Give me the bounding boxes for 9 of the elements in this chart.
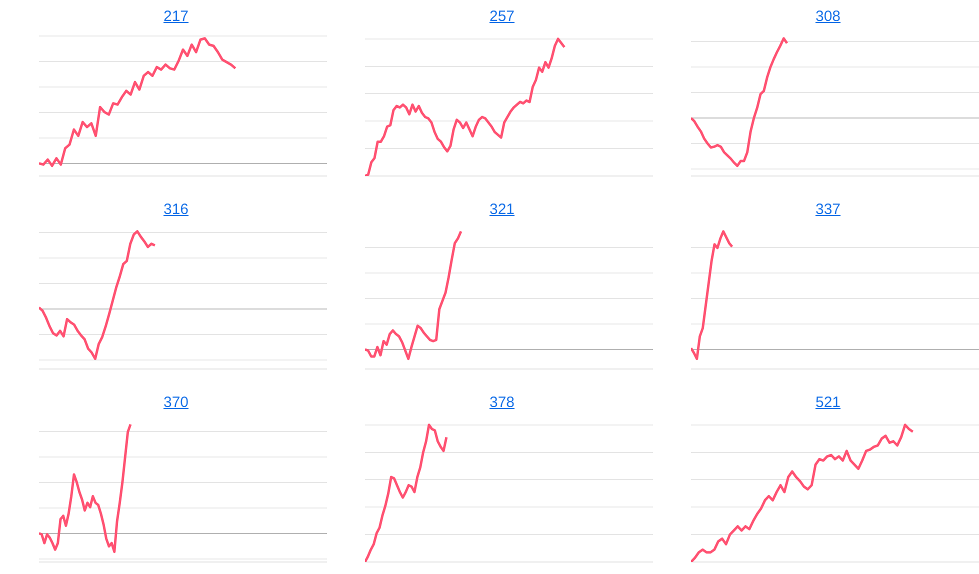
- chart-title: 308: [814, 7, 842, 27]
- chart-title: 521: [814, 393, 842, 413]
- chart-title: 217: [162, 7, 190, 27]
- chart-title: 257: [488, 7, 516, 27]
- chart-title: 316: [162, 200, 190, 220]
- chart-title: 321: [488, 200, 516, 220]
- chart-title: 370: [162, 393, 190, 413]
- chart-title: 337: [814, 200, 842, 220]
- chart-title: 378: [488, 393, 516, 413]
